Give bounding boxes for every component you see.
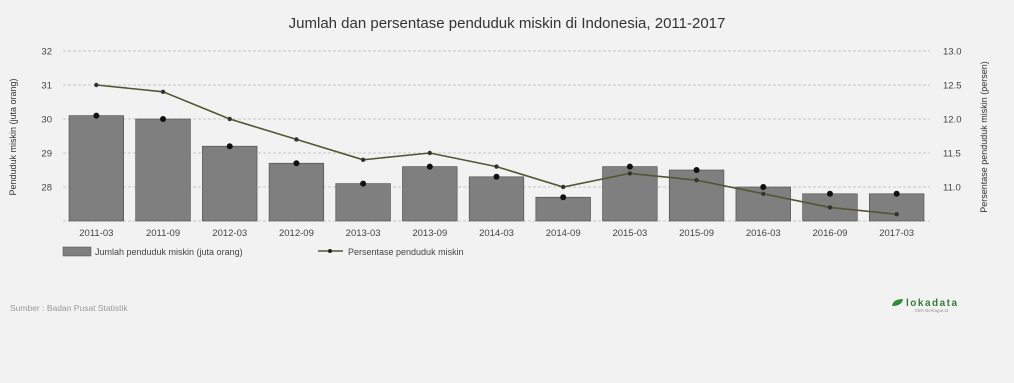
bar-marker: [426, 163, 433, 170]
y-tick-label: 28: [41, 183, 52, 194]
line-point: [694, 178, 699, 183]
line-point: [360, 157, 366, 162]
bar: [335, 183, 391, 222]
legend-line-marker: [328, 249, 332, 253]
y-axis-label: Penduduk miskin (juta orang): [8, 78, 18, 195]
legend-line-label: Persentase penduduk miskin: [348, 247, 464, 257]
x-tick-label: 2015-03: [612, 228, 647, 239]
bar: [135, 118, 191, 222]
x-tick-label: 2011-09: [146, 228, 180, 239]
bar: [68, 115, 124, 222]
bar-marker: [626, 163, 633, 170]
bar-marker: [560, 194, 567, 201]
x-tick-label: 2012-09: [279, 228, 314, 239]
leaf-icon: [892, 299, 903, 306]
line-point: [294, 137, 299, 142]
y-tick-label: 29: [41, 149, 52, 160]
brand-name: lokadata: [906, 298, 959, 309]
line-point: [894, 212, 899, 217]
line-point: [160, 89, 166, 95]
x-tick-label: 2013-03: [346, 228, 381, 239]
legend-bar-label: Jumlah penduduk miskin (juta orang): [95, 247, 243, 257]
y-right-tick-label: 13.0: [943, 47, 962, 58]
bar-marker: [293, 160, 300, 167]
x-axis-ticks: 2011-03 2011-09 2012-03 2012-09 2013-03 2013-…: [79, 228, 914, 239]
line-point: [94, 82, 99, 88]
bar-marker: [893, 190, 900, 197]
bar-marker: [826, 190, 833, 197]
line-point: [761, 191, 766, 196]
line-point: [627, 171, 633, 176]
x-tick-label: 2011-03: [79, 228, 113, 239]
x-tick-label: 2017-03: [879, 228, 914, 239]
bar-marker: [360, 180, 367, 187]
x-tick-label: 2015-09: [679, 228, 714, 239]
bar-marker: [226, 143, 233, 150]
y-right-tick-label: 11.0: [943, 183, 961, 194]
bar-marker: [93, 112, 100, 119]
line-point: [227, 116, 232, 122]
x-tick-label: 2012-03: [212, 228, 247, 239]
bar: [268, 162, 325, 222]
bar-markers: [93, 112, 900, 201]
line-point: [560, 184, 566, 190]
legend-bar-swatch: [62, 246, 92, 257]
brand-logo: lokadata Oleh Beritagar.id: [892, 298, 959, 313]
bar: [402, 166, 458, 222]
x-tick-label: 2014-09: [546, 228, 581, 239]
bar-marker: [760, 184, 767, 190]
y-tick-label: 31: [41, 81, 52, 92]
y-right-tick-label: 12.5: [943, 81, 962, 92]
line-series: [94, 82, 899, 217]
bar: [202, 145, 258, 222]
y-axis-right-ticks: 11.0 11.5 12.0 12.5 13.0: [943, 47, 962, 194]
brand-subtitle: Oleh Beritagar.id: [914, 308, 948, 313]
y-tick-label: 32: [41, 47, 52, 58]
y-right-tick-label: 12.0: [943, 115, 962, 126]
bar-marker: [493, 173, 500, 180]
line-point: [494, 164, 499, 169]
y-axis-ticks: 28 29 30 31 32: [41, 47, 52, 194]
legend: Jumlah penduduk miskin (juta orang) Pers…: [62, 246, 464, 257]
bar: [468, 176, 525, 222]
y-tick-label: 30: [41, 115, 52, 126]
bar: [869, 193, 925, 222]
y-axis-right-label: Persentase penduduk miskin (persen): [979, 61, 989, 213]
line-point: [427, 150, 433, 156]
y-right-tick-label: 11.5: [943, 149, 961, 160]
x-tick-label: 2016-09: [813, 228, 848, 239]
x-tick-label: 2014-03: [479, 228, 514, 239]
line-point: [827, 205, 833, 210]
x-tick-label: 2016-03: [746, 228, 781, 239]
bar-marker: [693, 167, 700, 173]
source-note: Sumber : Badan Pusat Statistik: [10, 303, 128, 313]
bar: [535, 196, 591, 222]
bar-marker: [160, 116, 167, 122]
chart-title: Jumlah dan persentase penduduk miskin di…: [289, 15, 726, 32]
x-tick-label: 2013-09: [412, 228, 447, 239]
